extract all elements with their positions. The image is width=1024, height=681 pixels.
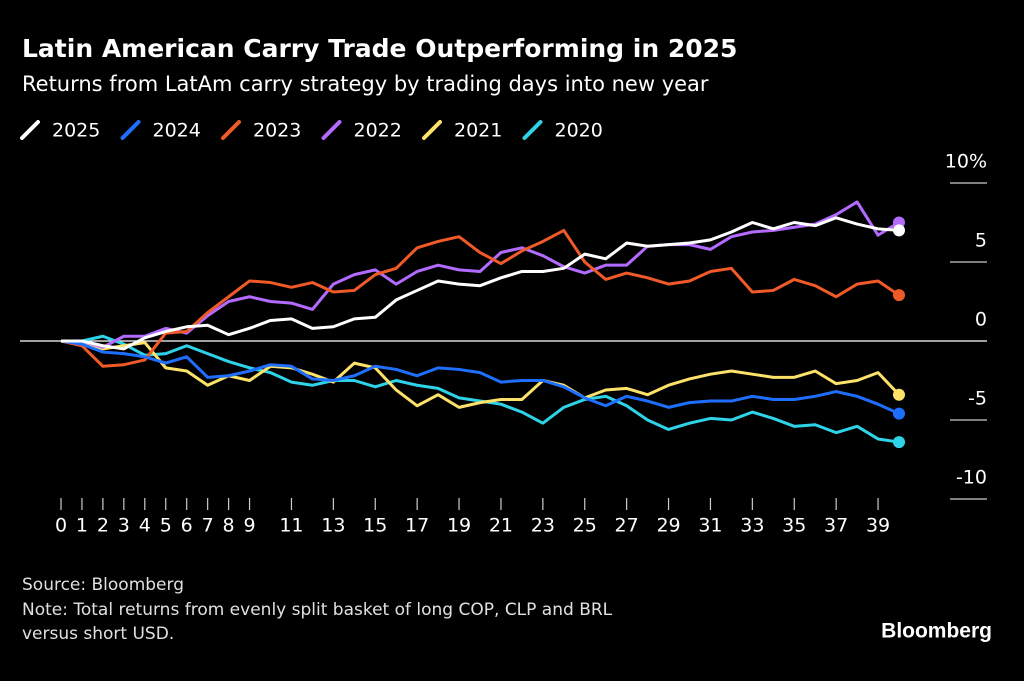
end-dot [893,407,905,420]
x-tick-label: 11 [279,515,303,537]
x-tick-label: 31 [698,515,722,537]
x-tick-label: 15 [363,515,387,537]
x-tick-label: 39 [866,515,890,537]
x-tick-label: 3 [118,515,130,537]
x-tick-label: 2 [97,515,109,537]
brand-logo: Bloomberg [881,620,992,643]
y-tick-label: -5 [968,388,987,410]
x-tick-label: 13 [321,515,345,537]
x-tick-label: 8 [223,515,235,537]
x-tick-label: 0 [55,515,67,537]
x-tick-label: 1 [76,515,88,537]
series-line [60,339,900,416]
y-tick-label: -10 [956,467,987,489]
legend-swatch [522,120,543,140]
x-tick-label: 29 [656,515,680,537]
x-tick-label: 9 [244,515,256,537]
y-tick-label: 5 [975,230,987,252]
end-dot [893,436,905,449]
series-line [61,334,900,444]
x-tick-label: 23 [531,515,555,537]
chart-subtitle: Returns from LatAm carry strategy by tra… [22,72,709,96]
legend-label: 2025 [52,120,100,142]
y-tick-label: 10% [945,151,987,173]
x-tick-label: 6 [181,515,193,537]
x-tick-label: 25 [573,515,597,537]
series-line [61,200,900,349]
chart-title: Latin American Carry Trade Outperforming… [22,34,737,63]
x-tick-label: 37 [824,515,848,537]
x-tick-label: 5 [160,515,172,537]
series-line [60,228,900,368]
series-line [60,339,901,409]
x-tick-label: 33 [740,515,764,537]
y-tick-label: 0 [975,309,987,331]
legend-swatch [422,120,442,140]
legend-label: 2023 [253,120,301,142]
end-dot [893,388,905,401]
legend-swatch [321,120,342,140]
source: Source: Bloomberg [22,575,184,595]
legend-swatch [20,120,40,140]
note: Note: Total returns from evenly split ba… [22,600,613,620]
legend-label: 2024 [153,120,201,142]
x-tick-label: 27 [615,515,639,537]
end-dot [893,289,905,302]
end-dot [893,224,905,237]
legend-label: 2022 [354,120,402,142]
legend-label: 2021 [454,120,502,142]
x-tick-label: 7 [202,515,214,537]
x-tick-label: 4 [139,515,151,537]
note: versus short USD. [22,624,174,644]
legend-swatch [221,120,241,140]
series-line [61,216,900,351]
legend-label: 2020 [555,120,603,142]
x-tick-label: 35 [782,515,806,537]
legend-swatch [120,120,141,140]
x-tick-label: 19 [447,515,471,537]
x-tick-label: 21 [489,515,513,537]
x-tick-label: 17 [405,515,429,537]
